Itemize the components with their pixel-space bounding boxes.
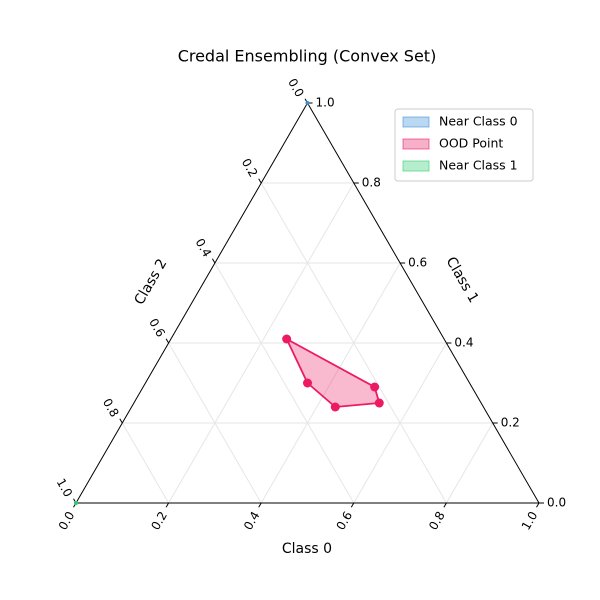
tick-mark bbox=[350, 502, 355, 508]
legend-label: Near Class 0 bbox=[439, 114, 518, 129]
tick-label: 0.6 bbox=[334, 509, 356, 533]
tick-label: 0.8 bbox=[426, 509, 448, 533]
point bbox=[374, 398, 384, 408]
point bbox=[74, 501, 78, 505]
tick-mark bbox=[536, 502, 540, 508]
tick-label: 0.2 bbox=[148, 509, 170, 533]
legend-swatch bbox=[402, 116, 430, 128]
legend-label: OOD Point bbox=[439, 136, 503, 151]
tick-label: 0.0 bbox=[285, 76, 307, 100]
tick-label: 0.0 bbox=[56, 509, 78, 533]
legend-label: Near Class 1 bbox=[439, 158, 518, 173]
tick-mark bbox=[211, 258, 216, 264]
tick-label: 1.0 bbox=[519, 509, 541, 533]
axis-label: Class 1 bbox=[443, 254, 482, 305]
grid bbox=[121, 182, 494, 504]
tick-label: 0.0 bbox=[547, 496, 566, 510]
grid-line bbox=[214, 262, 355, 504]
grid-line bbox=[445, 422, 494, 504]
tick-label: 0.6 bbox=[408, 256, 427, 270]
grid-line bbox=[260, 262, 401, 504]
point bbox=[282, 334, 292, 344]
tick-label: 1.0 bbox=[316, 96, 335, 110]
tick-mark bbox=[258, 178, 262, 184]
tick-mark bbox=[119, 418, 123, 424]
tick-mark bbox=[165, 338, 170, 344]
triangle bbox=[75, 102, 540, 504]
legend: Near Class 0 OOD Point Near Class 1 bbox=[394, 108, 534, 182]
tick-label: 1.0 bbox=[54, 476, 76, 500]
tick-label: 0.6 bbox=[146, 316, 168, 340]
legend-swatch bbox=[402, 160, 430, 172]
axis-label: Class 0 bbox=[282, 541, 332, 557]
grid-line bbox=[168, 342, 262, 504]
tick-label: 0.8 bbox=[362, 176, 381, 190]
tick-label: 0.4 bbox=[454, 336, 473, 350]
convex-set bbox=[284, 336, 381, 408]
tick-mark bbox=[443, 502, 447, 508]
grid-line bbox=[260, 182, 447, 504]
tick-label: 0.2 bbox=[239, 156, 261, 180]
tick-mark bbox=[165, 502, 170, 508]
tick-label: 0.4 bbox=[192, 236, 214, 260]
tick-label: 0.8 bbox=[100, 396, 122, 420]
point bbox=[303, 378, 312, 388]
tick-mark bbox=[258, 502, 262, 508]
tick-label: 0.2 bbox=[501, 416, 520, 430]
tick-label: 0.4 bbox=[241, 509, 263, 533]
axis-label: Class 2 bbox=[132, 256, 171, 307]
legend-swatch bbox=[402, 138, 430, 150]
point bbox=[305, 101, 310, 105]
grid-line bbox=[121, 422, 170, 504]
point bbox=[330, 402, 340, 412]
point bbox=[370, 382, 380, 392]
chart-title: Credal Ensembling (Convex Set) bbox=[178, 47, 437, 66]
